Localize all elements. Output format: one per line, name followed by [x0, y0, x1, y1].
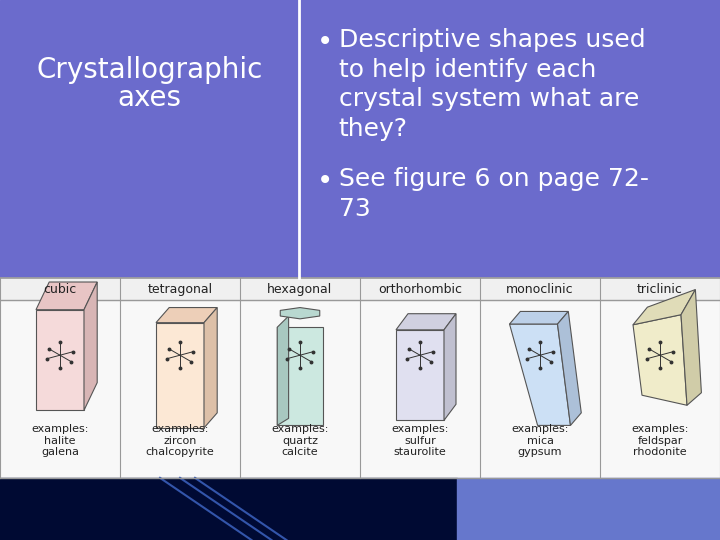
Polygon shape [557, 312, 581, 426]
Bar [600, 278, 720, 300]
Polygon shape [633, 315, 687, 406]
Polygon shape [280, 308, 320, 319]
Text: Descriptive shapes used
to help identify each
crystal system what are
they?: Descriptive shapes used to help identify… [339, 28, 645, 141]
Polygon shape [444, 314, 456, 420]
Bar [0, 278, 720, 478]
Polygon shape [510, 324, 570, 426]
Bar [457, 478, 720, 540]
Text: See figure 6 on page 72-
73: See figure 6 on page 72- 73 [339, 167, 649, 220]
Polygon shape [156, 322, 204, 428]
Polygon shape [204, 308, 217, 428]
Polygon shape [277, 316, 289, 426]
Text: Crystallographic: Crystallographic [36, 56, 263, 84]
Polygon shape [633, 289, 696, 325]
Bar [240, 278, 360, 300]
Text: monoclinic: monoclinic [506, 282, 574, 295]
Polygon shape [156, 308, 217, 322]
Polygon shape [36, 282, 97, 309]
Text: examples:
feldspar
rhodonite: examples: feldspar rhodonite [631, 424, 689, 457]
Text: hexagonal: hexagonal [267, 282, 333, 295]
Text: examples:
mica
gypsum: examples: mica gypsum [511, 424, 569, 457]
Polygon shape [36, 309, 84, 410]
Bar [0, 478, 457, 540]
Bar [480, 278, 600, 300]
Bar [0, 278, 120, 300]
Text: examples:
halite
galena: examples: halite galena [31, 424, 89, 457]
Polygon shape [396, 330, 444, 420]
Bar [360, 278, 480, 300]
Text: cubic: cubic [43, 282, 76, 295]
Bar [120, 278, 240, 300]
Text: orthorhombic: orthorhombic [378, 282, 462, 295]
Text: axes: axes [117, 84, 181, 112]
Polygon shape [277, 327, 323, 426]
Text: triclinic: triclinic [637, 282, 683, 295]
Polygon shape [84, 282, 97, 410]
Polygon shape [396, 314, 456, 330]
Polygon shape [510, 312, 568, 324]
Text: •: • [317, 28, 333, 56]
Text: examples:
sulfur
staurolite: examples: sulfur staurolite [391, 424, 449, 457]
Text: examples:
quartz
calcite: examples: quartz calcite [271, 424, 329, 457]
Polygon shape [681, 289, 701, 406]
Bar [0, 0, 720, 278]
Text: tetragonal: tetragonal [148, 282, 212, 295]
Text: •: • [317, 167, 333, 195]
Text: examples:
zircon
chalcopyrite: examples: zircon chalcopyrite [145, 424, 215, 457]
